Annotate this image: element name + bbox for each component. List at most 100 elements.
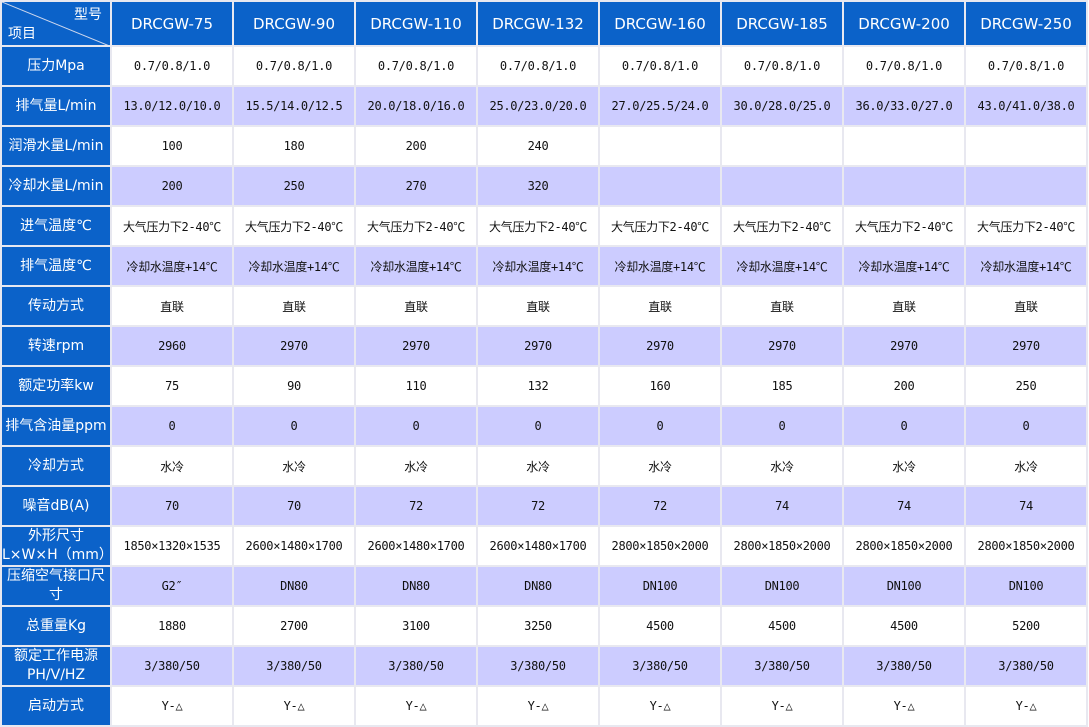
table-cell: 2600×1480×1700 — [232, 525, 356, 567]
table-cell: 0 — [964, 405, 1088, 447]
diagonal-divider — [3, 3, 106, 44]
table-cell: 2800×1850×2000 — [964, 525, 1088, 567]
table-cell: 水冷 — [964, 445, 1088, 487]
table-cell: 320 — [476, 165, 600, 207]
table-cell: 0 — [842, 405, 966, 447]
row-label: 启动方式 — [0, 685, 112, 727]
table-cell: 2970 — [720, 325, 844, 367]
table-cell: 0 — [110, 405, 234, 447]
row-label: 外形尺寸L×W×H（mm） — [0, 525, 112, 567]
table-cell: 72 — [476, 485, 600, 527]
table-cell: 200 — [110, 165, 234, 207]
row-label: 噪音dB(A) — [0, 485, 112, 527]
table-cell: 110 — [354, 365, 478, 407]
table-cell: 直联 — [476, 285, 600, 327]
table-row: 排气量L/min 13.0/12.0/10.0 15.5/14.0/12.5 20.0… — [0, 85, 1088, 127]
table-cell: 大气压力下2-40℃ — [842, 205, 966, 247]
table-cell: 2600×1480×1700 — [354, 525, 478, 567]
table-cell: 185 — [720, 365, 844, 407]
table-cell — [964, 165, 1088, 207]
header-row: 型号 项目 DRCGW-75 DRCGW-90 DRCGW-110 DRCGW-132… — [0, 0, 1088, 47]
table-cell — [842, 125, 966, 167]
table-cell: 水冷 — [354, 445, 478, 487]
table-cell: 水冷 — [232, 445, 356, 487]
table-cell: 大气压力下2-40℃ — [110, 205, 234, 247]
table-cell: 2970 — [598, 325, 722, 367]
row-label: 总重量Kg — [0, 605, 112, 647]
table-cell: DN100 — [964, 565, 1088, 607]
table-cell: 13.0/12.0/10.0 — [110, 85, 234, 127]
row-label: 压缩空气接口尺寸 — [0, 565, 112, 607]
row-label: 冷却方式 — [0, 445, 112, 487]
table-cell: 200 — [842, 365, 966, 407]
table-cell: DN100 — [842, 565, 966, 607]
table-cell: 冷却水温度+14℃ — [232, 245, 356, 287]
table-cell: 74 — [720, 485, 844, 527]
table-cell: 70 — [232, 485, 356, 527]
table-cell: DN80 — [354, 565, 478, 607]
table-cell: Y-△ — [110, 685, 234, 727]
model-header: DRCGW-185 — [720, 0, 844, 47]
row-label: 排气量L/min — [0, 85, 112, 127]
corner-item-label: 项目 — [8, 26, 36, 42]
table-cell: 大气压力下2-40℃ — [598, 205, 722, 247]
table-cell: 25.0/23.0/20.0 — [476, 85, 600, 127]
table-cell — [720, 125, 844, 167]
table-cell: 0.7/0.8/1.0 — [110, 45, 234, 87]
table-row: 传动方式 直联 直联 直联 直联 直联 直联 直联 直联 — [0, 285, 1088, 327]
table-cell: 大气压力下2-40℃ — [964, 205, 1088, 247]
table-cell: 3100 — [354, 605, 478, 647]
table-cell: 水冷 — [110, 445, 234, 487]
table-cell: 水冷 — [598, 445, 722, 487]
table-cell: DN100 — [598, 565, 722, 607]
table-cell: 0.7/0.8/1.0 — [232, 45, 356, 87]
table-cell: Y-△ — [476, 685, 600, 727]
table-cell: 0 — [476, 405, 600, 447]
table-cell: 3/380/50 — [720, 645, 844, 687]
table-row: 启动方式 Y-△ Y-△ Y-△ Y-△ Y-△ Y-△ Y-△ Y-△ — [0, 685, 1088, 727]
table-row: 压力Mpa 0.7/0.8/1.0 0.7/0.8/1.0 0.7/0.8/1.0 0.… — [0, 45, 1088, 87]
table-cell: 0.7/0.8/1.0 — [354, 45, 478, 87]
table-row: 冷却方式 水冷 水冷 水冷 水冷 水冷 水冷 水冷 水冷 — [0, 445, 1088, 487]
table-cell: 270 — [354, 165, 478, 207]
table-cell — [842, 165, 966, 207]
table-cell: 27.0/25.5/24.0 — [598, 85, 722, 127]
table-cell: 水冷 — [720, 445, 844, 487]
table-cell: 水冷 — [476, 445, 600, 487]
table-cell: 90 — [232, 365, 356, 407]
table-cell: 2970 — [842, 325, 966, 367]
table-cell: 直联 — [232, 285, 356, 327]
table-row: 转速rpm 2960 2970 2970 2970 2970 2970 2970 2970 — [0, 325, 1088, 367]
table-cell: 72 — [354, 485, 478, 527]
table-cell: 250 — [964, 365, 1088, 407]
table-cell: 冷却水温度+14℃ — [842, 245, 966, 287]
table-cell: DN80 — [232, 565, 356, 607]
table-cell: 250 — [232, 165, 356, 207]
model-header: DRCGW-200 — [842, 0, 966, 47]
table-cell: 1880 — [110, 605, 234, 647]
table-cell: Y-△ — [964, 685, 1088, 727]
table-cell: 36.0/33.0/27.0 — [842, 85, 966, 127]
table-cell: Y-△ — [842, 685, 966, 727]
table-cell: 5200 — [964, 605, 1088, 647]
table-cell: 4500 — [720, 605, 844, 647]
table-cell: 0.7/0.8/1.0 — [964, 45, 1088, 87]
table-cell: 2970 — [476, 325, 600, 367]
table-row: 噪音dB(A) 70 70 72 72 72 74 74 74 — [0, 485, 1088, 527]
table-cell — [598, 165, 722, 207]
table-row: 额定工作电源PH/V/HZ 3/380/50 3/380/50 3/380/50 3/3… — [0, 645, 1088, 687]
table-cell: DN80 — [476, 565, 600, 607]
row-label: 冷却水量L/min — [0, 165, 112, 207]
table-cell: 4500 — [598, 605, 722, 647]
table-cell: 冷却水温度+14℃ — [964, 245, 1088, 287]
table-cell: Y-△ — [354, 685, 478, 727]
table-cell: 74 — [842, 485, 966, 527]
table-cell: 160 — [598, 365, 722, 407]
table-cell: 大气压力下2-40℃ — [354, 205, 478, 247]
model-header: DRCGW-160 — [598, 0, 722, 47]
table-cell: 43.0/41.0/38.0 — [964, 85, 1088, 127]
table-cell: 0 — [720, 405, 844, 447]
table-cell: 2970 — [232, 325, 356, 367]
table-cell: 冷却水温度+14℃ — [720, 245, 844, 287]
